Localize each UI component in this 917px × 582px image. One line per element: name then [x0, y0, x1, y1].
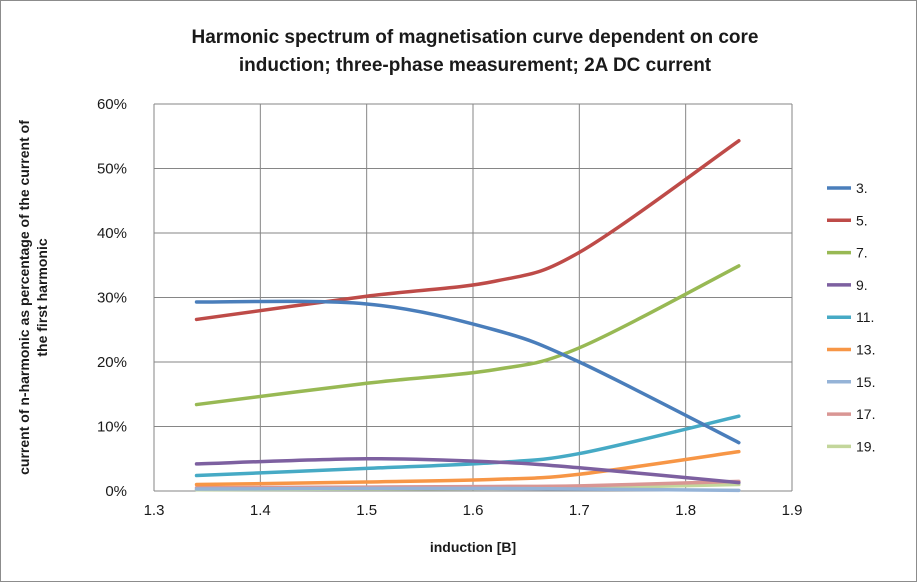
chart-title-line: Harmonic spectrum of magnetisation curve… — [192, 27, 759, 48]
legend-item: 7. — [827, 245, 868, 261]
x-tick-label: 1.8 — [675, 502, 696, 519]
x-axis-ticks: 1.3 1.4 1.5 1.6 1.7 1.8 1.9 — [144, 502, 803, 519]
legend-item: 13. — [827, 342, 875, 358]
legend-item: 19. — [827, 438, 875, 454]
chart-title-line: induction; three-phase measurement; 2A D… — [239, 55, 712, 76]
legend: 3. 5. 7. 9. 11. 13. 15. 17. 19. — [827, 180, 875, 454]
y-axis-ticks: 0% 10% 20% 30% 40% 50% 60% — [97, 96, 127, 500]
series-line-11 — [194, 414, 741, 478]
x-axis-title: induction [B] — [430, 539, 516, 555]
legend-item: 11. — [827, 309, 874, 325]
y-tick-label: 10% — [97, 419, 127, 436]
y-axis-title-line: the first harmonic — [34, 238, 50, 356]
legend-label: 7. — [856, 245, 868, 261]
y-tick-label: 30% — [97, 290, 127, 307]
y-tick-label: 40% — [97, 225, 127, 242]
legend-label: 11. — [856, 309, 874, 325]
legend-label: 5. — [856, 212, 868, 228]
legend-label: 17. — [856, 406, 875, 422]
legend-item: 15. — [827, 374, 875, 390]
x-tick-label: 1.6 — [463, 502, 484, 519]
y-tick-label: 20% — [97, 354, 127, 371]
y-axis-title: current of n-harmonic as percentage of t… — [16, 120, 50, 475]
series-line-3 — [194, 299, 741, 445]
legend-label: 3. — [856, 180, 868, 196]
legend-item: 3. — [827, 180, 868, 196]
gridlines — [153, 103, 793, 492]
series-line-5 — [194, 139, 741, 322]
legend-item: 9. — [827, 277, 868, 293]
x-tick-label: 1.5 — [356, 502, 377, 519]
chart-title: Harmonic spectrum of magnetisation curve… — [192, 27, 759, 76]
legend-label: 15. — [856, 374, 875, 390]
x-tick-label: 1.7 — [569, 502, 590, 519]
legend-item: 5. — [827, 212, 868, 228]
series-line-15 — [194, 486, 741, 493]
x-tick-label: 1.3 — [144, 502, 165, 519]
x-tick-label: 1.4 — [250, 502, 271, 519]
series-line-13 — [194, 449, 741, 487]
legend-label: 9. — [856, 277, 868, 293]
series-line-7 — [194, 264, 741, 407]
x-tick-label: 1.9 — [782, 502, 803, 519]
series-line-9 — [194, 456, 741, 485]
legend-label: 19. — [856, 438, 875, 454]
legend-item: 17. — [827, 406, 875, 422]
legend-label: 13. — [856, 342, 875, 358]
y-axis-title-line: current of n-harmonic as percentage of t… — [16, 120, 32, 475]
series-lines — [194, 139, 741, 493]
y-tick-label: 0% — [105, 483, 127, 500]
y-tick-label: 50% — [97, 161, 127, 178]
y-tick-label: 60% — [97, 96, 127, 113]
